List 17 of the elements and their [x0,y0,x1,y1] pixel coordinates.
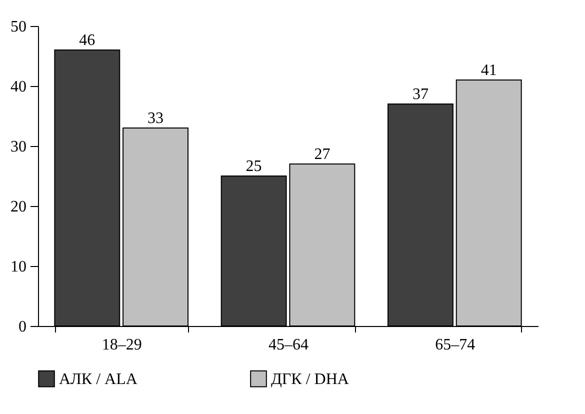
y-tick-label: 20 [10,198,26,216]
data-label: 37 [412,86,428,103]
legend-label: ДГК / DHA [271,370,350,388]
data-label: 33 [148,110,164,127]
legend-label: АЛК / ALA [59,370,138,388]
y-tick-label: 30 [10,138,26,156]
data-label: 27 [314,146,330,163]
y-tick-label: 50 [10,18,26,36]
x-tick-label: 65–74 [435,336,476,354]
x-tick-label: 45–64 [268,336,308,354]
data-label: 25 [246,158,262,175]
y-tick-label: 10 [10,258,26,276]
x-tick-label: 18–29 [102,336,142,354]
y-tick-label: 0 [18,318,26,336]
data-label: 46 [79,32,96,49]
y-tick-label: 40 [10,78,26,96]
data-label: 41 [480,62,497,79]
